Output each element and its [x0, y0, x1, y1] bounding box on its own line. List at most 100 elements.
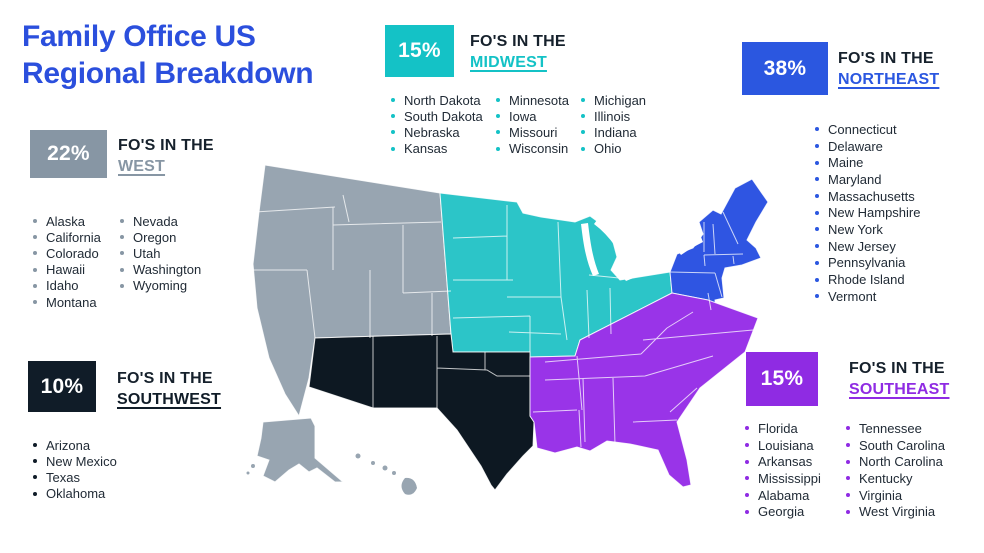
region-label-prefix: FO'S IN THE	[849, 360, 945, 377]
state-label: Oregon	[133, 229, 177, 245]
state-label: Rhode Island	[828, 272, 905, 288]
hawaii-island	[392, 471, 396, 475]
bullet-icon	[815, 127, 819, 132]
map-inset-alaska	[256, 417, 345, 483]
state-item: New Hampshire	[815, 204, 920, 221]
bullet-icon	[815, 177, 819, 182]
states-list-midwest-col1: North Dakota South Dakota Nebraska Kansas	[391, 92, 496, 157]
pct-value: 15%	[760, 367, 804, 390]
state-label: Vermont	[828, 288, 877, 304]
states-list-west-col2: Nevada Oregon Utah Washington Wyoming	[120, 213, 201, 310]
states-list-midwest-col2: Minnesota Iowa Missouri Wisconsin	[496, 92, 581, 157]
bullet-icon	[391, 98, 395, 103]
states-list-west-col1: Alaska California Colorado Hawaii Idaho Monta…	[33, 213, 120, 310]
region-name-link-southwest[interactable]: SOUTHWEST	[117, 391, 222, 408]
region-name-link-northeast[interactable]: NORTHEAST	[838, 71, 940, 88]
state-item: Wyoming	[120, 278, 201, 294]
state-item: Montana	[33, 294, 120, 310]
state-item: Missouri	[496, 124, 581, 140]
map-region-southwest	[308, 333, 535, 491]
state-label: Arkansas	[758, 454, 813, 470]
region-name-link-midwest[interactable]: MIDWEST	[470, 54, 547, 71]
bullet-icon	[581, 130, 585, 135]
bullet-icon	[745, 509, 749, 514]
region-name-link-west[interactable]: WEST	[118, 158, 166, 175]
state-item: Hawaii	[33, 262, 120, 278]
state-item: Connecticut	[815, 121, 920, 138]
state-item: New York	[815, 221, 920, 238]
bullet-icon	[33, 491, 37, 496]
state-item: New Jersey	[815, 238, 920, 255]
state-item: South Carolina	[846, 437, 945, 454]
bullet-icon	[33, 235, 37, 240]
state-label: Washington	[133, 262, 202, 278]
state-label: Wisconsin	[509, 141, 569, 157]
pct-badge-southwest: 10%	[28, 361, 96, 412]
state-label: Nebraska	[404, 124, 460, 140]
state-item: Ohio	[581, 141, 646, 157]
bullet-icon	[815, 160, 819, 165]
state-label: Massachusetts	[828, 188, 915, 204]
state-label: Oklahoma	[46, 486, 106, 502]
bullet-icon	[846, 476, 850, 481]
state-label: New Hampshire	[828, 205, 921, 221]
bullet-icon	[581, 98, 585, 103]
map-region-southeast	[529, 292, 759, 488]
state-label: Alabama	[758, 487, 810, 503]
bullet-icon	[745, 493, 749, 498]
state-label: New Mexico	[46, 453, 117, 469]
bullet-icon	[120, 267, 124, 272]
state-label: Alaska	[46, 213, 86, 229]
state-item: North Carolina	[846, 453, 945, 470]
bullet-icon	[496, 98, 500, 103]
bullet-icon	[33, 283, 37, 288]
state-item: Minnesota	[496, 92, 581, 108]
state-item: Virginia	[846, 487, 945, 504]
states-list-midwest-col3: Michigan Illinois Indiana Ohio	[581, 92, 646, 157]
state-label: New York	[828, 221, 883, 237]
state-item: Vermont	[815, 288, 920, 305]
region-name-link-southeast[interactable]: SOUTHEAST	[849, 381, 950, 398]
bullet-icon	[815, 277, 819, 282]
map-aleutian-island	[251, 464, 255, 468]
state-item: Alabama	[745, 487, 846, 504]
pct-badge-northeast: 38%	[742, 42, 828, 95]
state-item: Maryland	[815, 171, 920, 188]
bullet-icon	[745, 459, 749, 464]
state-label: North Carolina	[859, 454, 943, 470]
state-item: Delaware	[815, 138, 920, 155]
state-item: Idaho	[33, 278, 120, 294]
state-item: California	[33, 229, 120, 245]
bullet-icon	[120, 283, 124, 288]
state-label: Virginia	[859, 487, 903, 503]
bullet-icon	[846, 493, 850, 498]
state-item: Indiana	[581, 124, 646, 140]
bullet-icon	[815, 194, 819, 199]
state-item: Kansas	[391, 141, 496, 157]
state-label: Delaware	[828, 138, 883, 154]
bullet-icon	[745, 426, 749, 431]
region-label-prefix: FO'S IN THE	[117, 370, 213, 387]
bullet-icon	[33, 251, 37, 256]
bullet-icon	[496, 130, 500, 135]
bullet-icon	[581, 146, 585, 151]
pct-value: 38%	[763, 56, 807, 80]
us-map	[246, 164, 769, 495]
state-item: Tennessee	[846, 420, 945, 437]
bullet-icon	[846, 459, 850, 464]
bullet-icon	[33, 475, 37, 480]
state-label: Michigan	[594, 92, 647, 108]
bullet-icon	[745, 476, 749, 481]
bullet-icon	[496, 146, 500, 151]
page-title-line1: Family Office US	[22, 20, 256, 53]
state-label: Nevada	[133, 213, 178, 229]
state-label: Mississippi	[758, 470, 821, 486]
state-label: Montana	[46, 294, 97, 310]
state-item: Utah	[120, 245, 201, 261]
state-label: Ohio	[594, 141, 622, 157]
region-label-prefix: FO'S IN THE	[838, 50, 934, 67]
pct-value: 15%	[398, 39, 441, 62]
hawaii-island	[355, 453, 361, 459]
bullet-icon	[120, 235, 124, 240]
